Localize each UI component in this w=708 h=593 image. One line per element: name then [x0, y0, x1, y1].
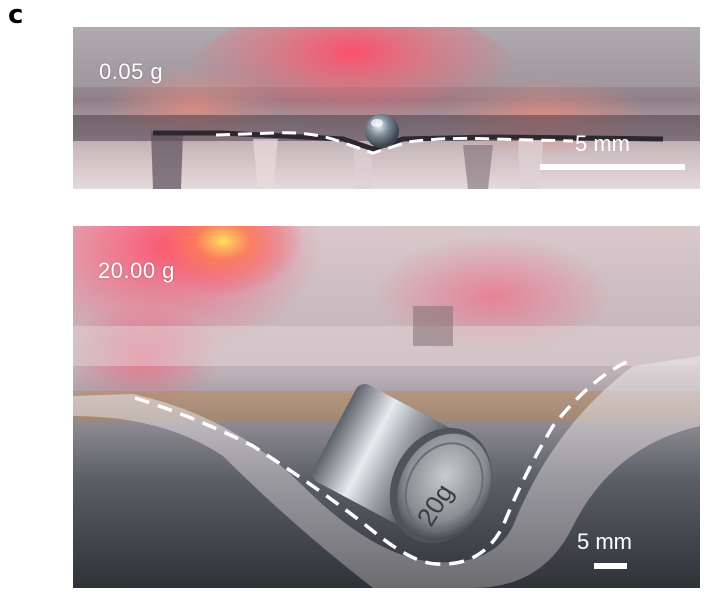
scale-bar-label-top: 5 mm: [575, 131, 630, 156]
mass-label-bottom: 20.00 g: [98, 258, 175, 283]
scale-bar-top: [540, 164, 685, 170]
scale-bar-label-bottom: 5 mm: [577, 529, 632, 554]
bottom-photo-scene: 20g: [73, 226, 700, 588]
deformation-outline-bottom: [134, 358, 632, 566]
top-photo: 0.05 g 5 mm: [73, 27, 700, 189]
panel-letter: c: [8, 0, 24, 30]
deformation-outline-top: [215, 131, 574, 155]
mass-label-top: 0.05 g: [99, 59, 164, 84]
scale-bar-bottom: [594, 563, 627, 569]
top-photo-scene: [73, 27, 700, 189]
bottom-photo: 20g 20.00 g 5 mm: [73, 226, 700, 588]
